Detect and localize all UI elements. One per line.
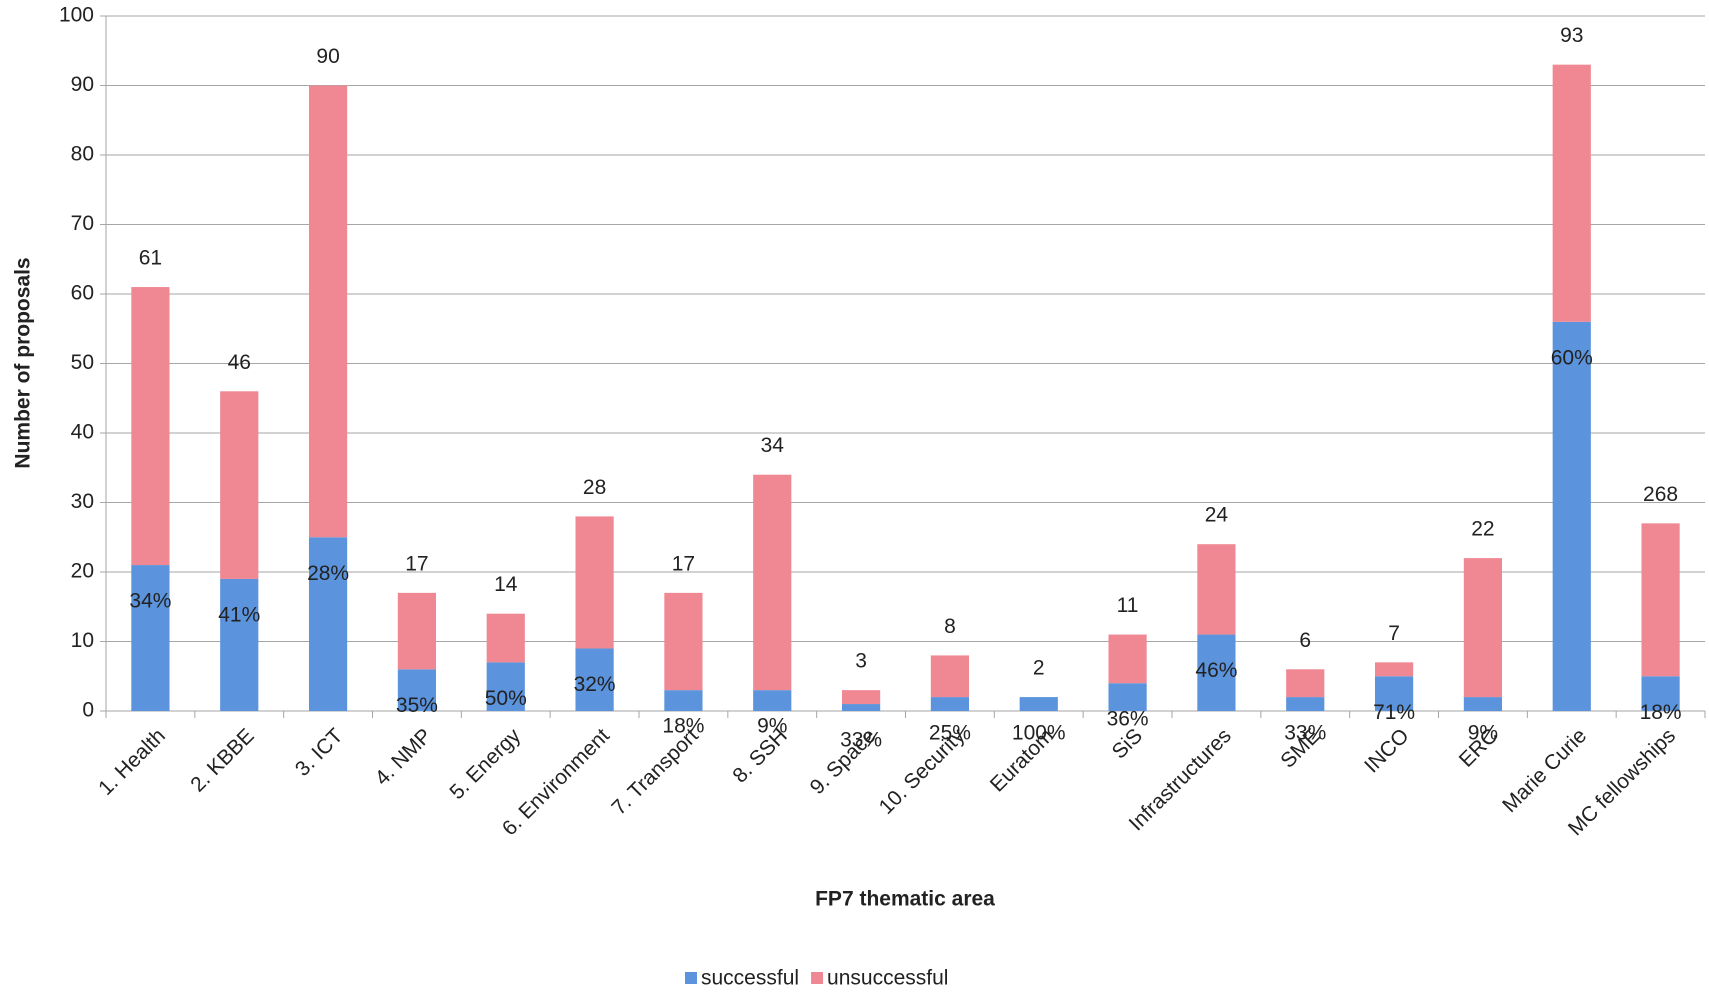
bar-segment: [575, 648, 614, 711]
bar-segment: [1019, 697, 1058, 711]
rate-label: 50%: [485, 687, 527, 710]
total-label: 46: [228, 351, 251, 374]
bar-segment: [841, 704, 881, 711]
total-label: 2: [1033, 657, 1045, 680]
y-tick-label: 10: [71, 629, 94, 652]
rate-label: 100%: [1012, 722, 1066, 745]
bar-segment: [1374, 662, 1414, 677]
total-label: 34: [761, 434, 785, 457]
legend-label: successful: [701, 967, 799, 990]
rate-label: 36%: [1107, 708, 1149, 731]
total-label: 17: [405, 552, 428, 575]
bar-segment: [308, 85, 348, 538]
x-tick-label: 1. Health: [94, 724, 170, 800]
x-tick-label: 10. Security: [875, 724, 970, 819]
rate-label: 35%: [396, 694, 438, 717]
total-label: 61: [139, 247, 162, 270]
bar-segment: [486, 613, 525, 663]
rate-label: 71%: [1373, 701, 1415, 724]
bar-segment: [930, 655, 970, 698]
rate-label: 46%: [1195, 659, 1237, 682]
bar-segment: [308, 537, 348, 711]
rate-label: 33%: [840, 729, 882, 752]
y-tick-label: 90: [71, 73, 94, 96]
total-label: 268: [1643, 483, 1678, 506]
bar-segment: [1197, 634, 1236, 711]
bar-segment: [841, 690, 881, 705]
total-label: 90: [316, 45, 339, 68]
bar-segment: [1374, 676, 1414, 711]
rate-label: 41%: [218, 603, 260, 626]
bar-segment: [1552, 64, 1591, 322]
total-label: 93: [1560, 24, 1583, 47]
bar-segment: [131, 287, 170, 566]
total-label: 14: [494, 573, 518, 596]
x-tick-label: 2. KBBE: [186, 724, 258, 796]
bar-segment: [1641, 676, 1680, 711]
bar-segment: [131, 565, 170, 711]
x-tick-label: INCO: [1360, 724, 1413, 777]
bar-segment: [397, 592, 437, 670]
x-tick-label: 3. ICT: [291, 724, 348, 781]
total-label: 17: [672, 552, 695, 575]
rate-label: 9%: [757, 715, 787, 738]
bar-segment: [664, 592, 703, 691]
rate-label: 18%: [1640, 701, 1682, 724]
y-tick-label: 0: [82, 699, 94, 722]
y-tick-label: 70: [71, 212, 94, 235]
bar-segment: [1286, 669, 1325, 698]
total-label: 7: [1388, 622, 1400, 645]
bar-segment: [1463, 697, 1503, 711]
bar-segment: [1108, 683, 1147, 711]
bar-segment: [486, 662, 525, 711]
x-tick-label: 7. Transport: [607, 724, 703, 820]
legend-swatch: [811, 972, 824, 984]
rate-label: 60%: [1551, 346, 1593, 369]
total-label: 3: [855, 650, 867, 673]
y-tick-label: 100: [59, 4, 94, 27]
rate-label: 34%: [129, 590, 171, 613]
bar-segment: [1286, 697, 1325, 711]
total-label: 6: [1299, 629, 1311, 652]
total-label: 8: [944, 615, 956, 638]
total-label: 11: [1117, 594, 1139, 617]
rate-label: 33%: [1284, 722, 1326, 745]
total-label: 24: [1205, 504, 1229, 527]
x-axis-title: FP7 thematic area: [815, 888, 995, 911]
bar-segment: [753, 474, 792, 691]
x-tick-label: Marie Curie: [1498, 724, 1591, 817]
total-label: 28: [583, 476, 606, 499]
bar-segment: [397, 669, 437, 711]
y-tick-label: 80: [71, 143, 94, 166]
legend-label: unsuccessful: [827, 967, 948, 990]
y-tick-label: 60: [71, 282, 94, 305]
x-tick-label: 4. NMP: [371, 724, 437, 790]
bar-segment: [575, 516, 614, 649]
bar-segment: [220, 391, 259, 579]
bar-segment: [220, 578, 259, 711]
rate-label: 28%: [307, 562, 349, 585]
y-tick-label: 30: [71, 490, 94, 513]
bar-segment: [930, 697, 970, 711]
total-label: 22: [1471, 518, 1494, 541]
rate-label: 32%: [574, 673, 616, 696]
y-tick-label: 20: [71, 560, 94, 583]
bar-segment: [753, 690, 792, 711]
legend-swatch: [685, 972, 697, 984]
y-tick-label: 50: [71, 351, 94, 374]
bar-segment: [664, 690, 703, 711]
rate-label: 9%: [1468, 722, 1498, 745]
y-axis-title: Number of proposals: [12, 257, 35, 468]
rate-label: 25%: [929, 722, 971, 745]
bar-segment: [1463, 558, 1503, 698]
rate-label: 18%: [662, 715, 704, 738]
bar-segment: [1641, 523, 1680, 677]
bar-segment: [1108, 634, 1147, 684]
bar-segment: [1197, 544, 1236, 635]
bar-segment: [1552, 321, 1591, 711]
x-tick-label: 5. Energy: [445, 724, 525, 804]
y-tick-label: 40: [71, 421, 94, 444]
